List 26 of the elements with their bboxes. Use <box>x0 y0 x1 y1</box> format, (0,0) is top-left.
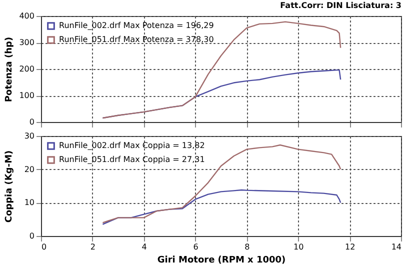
x-axis-title: Giri Motore (RPM x 1000) <box>157 256 286 266</box>
legend-label: RunFile_051.drf Max Coppia = 27,31 <box>59 155 205 164</box>
legend-label: RunFile_002.drf Max Coppia = 13,82 <box>59 141 205 150</box>
x-tick-label: 8 <box>244 242 250 252</box>
line-series <box>102 189 342 225</box>
legend-label: RunFile_002.drf Max Potenza = 196,29 <box>59 21 214 30</box>
y-tick-label: 200 <box>19 64 34 74</box>
y-tick-label: 400 <box>19 12 34 20</box>
x-tick-label: 4 <box>142 242 147 252</box>
legend-label: RunFile_051.drf Max Potenza = 378,30 <box>59 35 214 44</box>
y-tick-label: 300 <box>19 38 34 47</box>
x-tick-label: 10 <box>294 242 304 252</box>
y-tick-label: 100 <box>19 91 34 100</box>
y-tick-label: 20 <box>24 164 34 174</box>
y-tick-label: 0 <box>29 118 34 126</box>
y-tick-label: 0 <box>29 232 34 240</box>
x-tick-label: 12 <box>344 242 356 252</box>
x-tick-label: 6 <box>193 242 198 252</box>
y-tick-label: 10 <box>24 198 34 208</box>
text: Fatt.Corr: DIN Lisciatura: 3 <box>280 1 402 10</box>
y-axis-title: Potenza (hp) <box>4 36 14 102</box>
x-tick-label: 2 <box>90 242 96 252</box>
x-tick-label: 0 <box>42 242 47 252</box>
y-axis-title: Coppia (Kg-M) <box>4 150 14 223</box>
x-tick-label: 14 <box>391 242 402 252</box>
y-tick-label: 30 <box>24 132 34 140</box>
